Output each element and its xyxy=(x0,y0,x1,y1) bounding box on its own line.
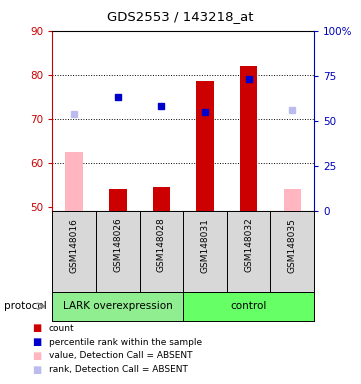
Bar xyxy=(153,187,170,211)
Text: value, Detection Call = ABSENT: value, Detection Call = ABSENT xyxy=(49,351,192,361)
Bar xyxy=(109,189,126,211)
Text: GDS2553 / 143218_at: GDS2553 / 143218_at xyxy=(107,10,254,23)
Text: GSM148026: GSM148026 xyxy=(113,218,122,272)
Text: GSM148016: GSM148016 xyxy=(70,218,79,273)
Bar xyxy=(65,152,83,211)
Text: GSM148035: GSM148035 xyxy=(288,218,297,273)
Text: ■: ■ xyxy=(32,351,42,361)
Text: ■: ■ xyxy=(32,337,42,347)
Text: ■: ■ xyxy=(32,323,42,333)
Text: count: count xyxy=(49,324,74,333)
Text: protocol: protocol xyxy=(4,301,46,311)
Text: control: control xyxy=(230,301,267,311)
Bar xyxy=(183,292,314,321)
Text: ■: ■ xyxy=(32,365,42,375)
Text: GSM148031: GSM148031 xyxy=(200,218,209,273)
Text: LARK overexpression: LARK overexpression xyxy=(63,301,173,311)
Bar xyxy=(283,189,301,211)
Bar xyxy=(240,66,257,211)
Bar xyxy=(196,81,214,211)
Text: GSM148028: GSM148028 xyxy=(157,218,166,272)
Text: rank, Detection Call = ABSENT: rank, Detection Call = ABSENT xyxy=(49,365,188,374)
Text: GSM148032: GSM148032 xyxy=(244,218,253,272)
Text: percentile rank within the sample: percentile rank within the sample xyxy=(49,338,202,347)
